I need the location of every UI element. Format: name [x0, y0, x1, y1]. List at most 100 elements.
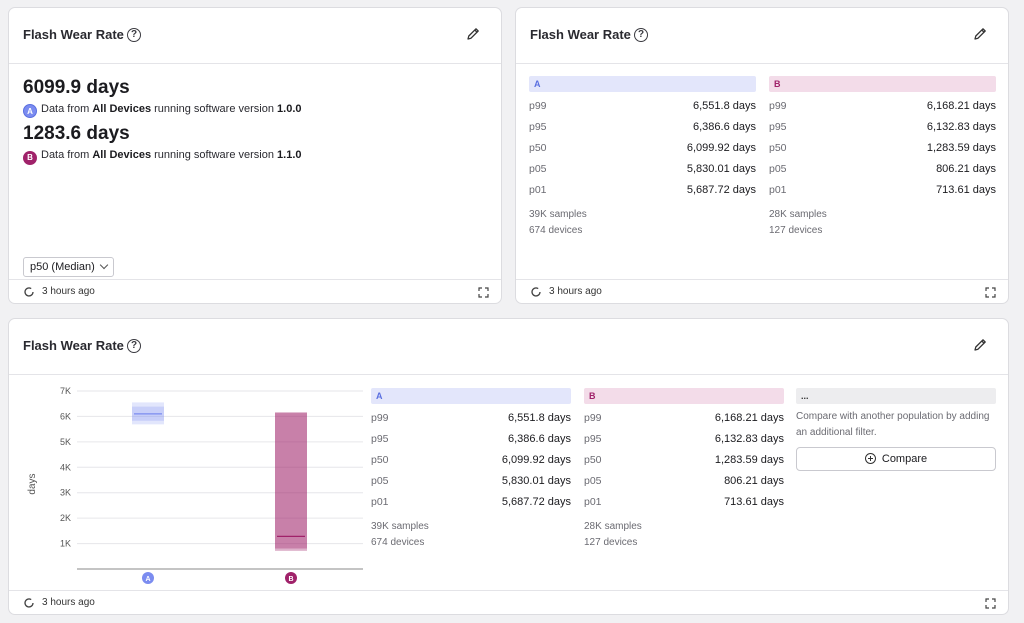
percentile-value: 1,283.59 days — [714, 454, 784, 466]
distribution-chart: days 1K 2K 3K 4K 5K 6K 7K A B — [27, 386, 363, 584]
last-updated: 3 hours ago — [42, 286, 95, 297]
percentile-label: p95 — [371, 433, 389, 445]
desc-text: Data from — [41, 103, 90, 115]
y-axis-label: days — [27, 473, 38, 494]
percentile-label: p05 — [584, 475, 602, 487]
sample-count: 39K samples — [371, 521, 429, 532]
x-tick-label: B — [288, 576, 293, 583]
percentile-value: 5,687.72 days — [501, 496, 571, 508]
percentile-select[interactable]: p50 (Median) — [23, 257, 114, 277]
expand-icon[interactable] — [985, 287, 996, 298]
card-footer: 3 hours ago — [9, 279, 501, 303]
percentile-label: p01 — [584, 496, 602, 508]
x-category-badge-A — [142, 572, 154, 584]
device-count: 674 devices — [529, 225, 583, 236]
card-header: Flash Wear Rate ? — [9, 8, 501, 64]
y-tick-label: 2K — [60, 513, 71, 523]
y-tick-label: 5K — [60, 437, 71, 447]
percentile-list: p99 6,551.8 days p95 6,386.6 days p50 6,099.9… — [371, 408, 571, 513]
percentile-value: 5,830.01 days — [686, 163, 756, 175]
refresh-icon[interactable] — [23, 597, 35, 609]
percentile-label: p50 — [371, 454, 389, 466]
percentile-row-p01: p01 5,687.72 days — [371, 492, 571, 513]
y-tick-label: 1K — [60, 539, 71, 549]
percentile-row-p01: p01 5,687.72 days — [529, 180, 756, 201]
percentile-label: p99 — [769, 100, 787, 112]
percentile-value: 5,687.72 days — [686, 184, 756, 196]
card-title: Flash Wear Rate — [23, 338, 124, 353]
plus-circle-icon — [864, 453, 876, 464]
percentile-row-p99: p99 6,551.8 days — [529, 96, 756, 117]
percentile-label: p99 — [371, 412, 389, 424]
percentile-row-p50: p50 1,283.59 days — [769, 138, 996, 159]
percentile-label: p05 — [769, 163, 787, 175]
box-B[interactable] — [275, 413, 307, 549]
compare-button[interactable]: Compare — [796, 447, 996, 471]
percentile-row-p05: p05 806.21 days — [584, 471, 784, 492]
percentile-value: 6,099.92 days — [686, 142, 756, 154]
percentile-list: p99 6,168.21 days p95 6,132.83 days p50 1,283… — [584, 408, 784, 513]
percentile-label: p01 — [529, 184, 547, 196]
edit-icon[interactable] — [972, 337, 988, 353]
compare-hint: Compare with another population by addin… — [796, 411, 990, 438]
percentile-row-p50: p50 1,283.59 days — [584, 450, 784, 471]
summary-card: Flash Wear Rate ? 6099.9 days A Data from… — [8, 7, 502, 304]
refresh-icon[interactable] — [530, 286, 542, 298]
percentiles-card: Flash Wear Rate ? A p99 6,551.8 days p95 6,… — [515, 7, 1009, 304]
sample-count: 39K samples — [529, 209, 587, 220]
percentile-value: 6,132.83 days — [714, 433, 784, 445]
device-count: 127 devices — [769, 225, 823, 236]
percentile-row-p50: p50 6,099.92 days — [529, 138, 756, 159]
sample-count: 28K samples — [584, 521, 642, 532]
percentile-row-p01: p01 713.61 days — [769, 180, 996, 201]
expand-icon[interactable] — [478, 287, 489, 298]
help-icon[interactable]: ? — [127, 28, 141, 42]
compare-placeholder-header: ... — [796, 388, 996, 404]
refresh-icon[interactable] — [23, 286, 35, 298]
percentile-label: p99 — [529, 100, 547, 112]
expand-icon[interactable] — [985, 598, 996, 609]
population-a-header: A — [529, 76, 756, 92]
percentile-label: p95 — [769, 121, 787, 133]
percentile-value: 6,168.21 days — [714, 412, 784, 424]
card-header: Flash Wear Rate ? — [516, 8, 1008, 64]
x-category-badge-B — [285, 572, 297, 584]
edit-icon[interactable] — [972, 26, 988, 42]
desc-text: running software version — [154, 103, 274, 115]
percentile-label: p50 — [584, 454, 602, 466]
compare-button-label: Compare — [881, 453, 928, 465]
percentile-value: 806.21 days — [936, 163, 996, 175]
percentile-row-p95: p95 6,386.6 days — [529, 117, 756, 138]
population-a-column: A p99 6,551.8 days p95 6,386.6 days p50 6,099… — [529, 76, 756, 239]
percentile-label: p95 — [529, 121, 547, 133]
help-icon[interactable]: ? — [634, 28, 648, 42]
population-b-column: B p99 6,168.21 days p95 6,132.83 days p50 1,2… — [769, 76, 996, 239]
x-tick-label: A — [145, 576, 150, 583]
last-updated: 3 hours ago — [42, 597, 95, 608]
desc-text: Data from — [41, 149, 90, 161]
desc-filter: All Devices — [92, 103, 152, 115]
population-a-header: A — [371, 388, 571, 404]
percentile-value: 713.61 days — [936, 184, 996, 196]
y-tick-label: 3K — [60, 488, 71, 498]
population-a-value: 6099.9 days — [23, 77, 130, 98]
percentile-select-value: p50 (Median) — [30, 261, 95, 273]
percentile-value: 806.21 days — [724, 475, 784, 487]
help-icon[interactable]: ? — [127, 339, 141, 353]
percentile-value: 6,551.8 days — [508, 412, 571, 424]
percentile-row-p99: p99 6,168.21 days — [584, 408, 784, 429]
percentile-list: p99 6,168.21 days p95 6,132.83 days p50 1,283… — [769, 96, 996, 201]
percentile-value: 6,386.6 days — [693, 121, 756, 133]
percentile-row-p05: p05 5,830.01 days — [371, 471, 571, 492]
desc-version: 1.1.0 — [277, 149, 302, 161]
card-title: Flash Wear Rate — [23, 27, 124, 42]
compare-column: ... Compare with another population by a… — [796, 388, 996, 471]
edit-icon[interactable] — [465, 26, 481, 42]
percentile-row-p99: p99 6,551.8 days — [371, 408, 571, 429]
desc-filter: All Devices — [92, 149, 152, 161]
percentile-label: p05 — [529, 163, 547, 175]
percentile-value: 6,386.6 days — [508, 433, 571, 445]
percentile-value: 6,132.83 days — [926, 121, 996, 133]
population-a-description: A Data from All Devices running software … — [23, 103, 302, 118]
